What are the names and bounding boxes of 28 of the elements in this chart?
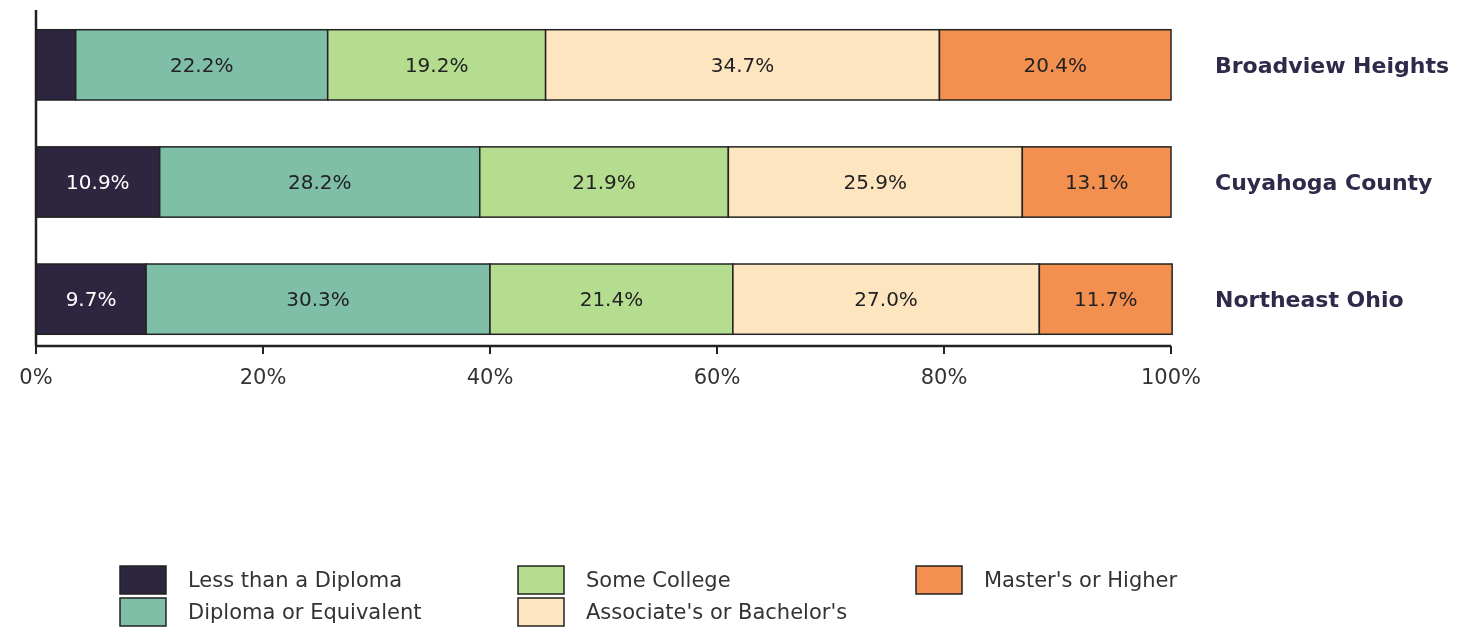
data-label: 21.4%	[579, 287, 644, 312]
data-label: 27.0%	[854, 287, 918, 312]
data-label: 25.9%	[843, 170, 908, 194]
data-label: 20.4%	[1023, 52, 1087, 77]
data-label: 11.7%	[1073, 287, 1138, 312]
y-tick-label: Cuyahoga County	[1215, 169, 1433, 195]
data-label: 22.2%	[169, 52, 234, 77]
data-label: 19.2%	[404, 52, 469, 77]
y-tick-label: Northeast Ohio	[1215, 286, 1404, 312]
data-label: 21.9%	[572, 170, 636, 194]
data-label: 28.2%	[287, 170, 352, 194]
legend-label: Diploma or Equivalent	[188, 600, 422, 625]
legend-label: Master's or Higher	[984, 568, 1178, 593]
data-label: 34.7%	[710, 52, 775, 77]
x-tick-label: 20%	[239, 365, 287, 389]
legend-label: Associate's or Bachelor's	[586, 600, 848, 625]
x-tick-label: 40%	[466, 365, 514, 389]
y-tick-label: Broadview Heights	[1215, 52, 1450, 78]
x-tick-label: 60%	[693, 365, 741, 389]
legend-label: Less than a Diploma	[188, 568, 403, 593]
x-tick-label: 0%	[19, 365, 53, 389]
data-label: 13.1%	[1064, 170, 1129, 194]
data-label: 9.7%	[65, 287, 117, 312]
x-tick-label: 80%	[920, 365, 968, 389]
data-label: 30.3%	[286, 287, 350, 312]
data-label: 10.9%	[66, 170, 130, 194]
x-tick-label: 100%	[1140, 365, 1202, 389]
legend-label: Some College	[586, 568, 731, 593]
